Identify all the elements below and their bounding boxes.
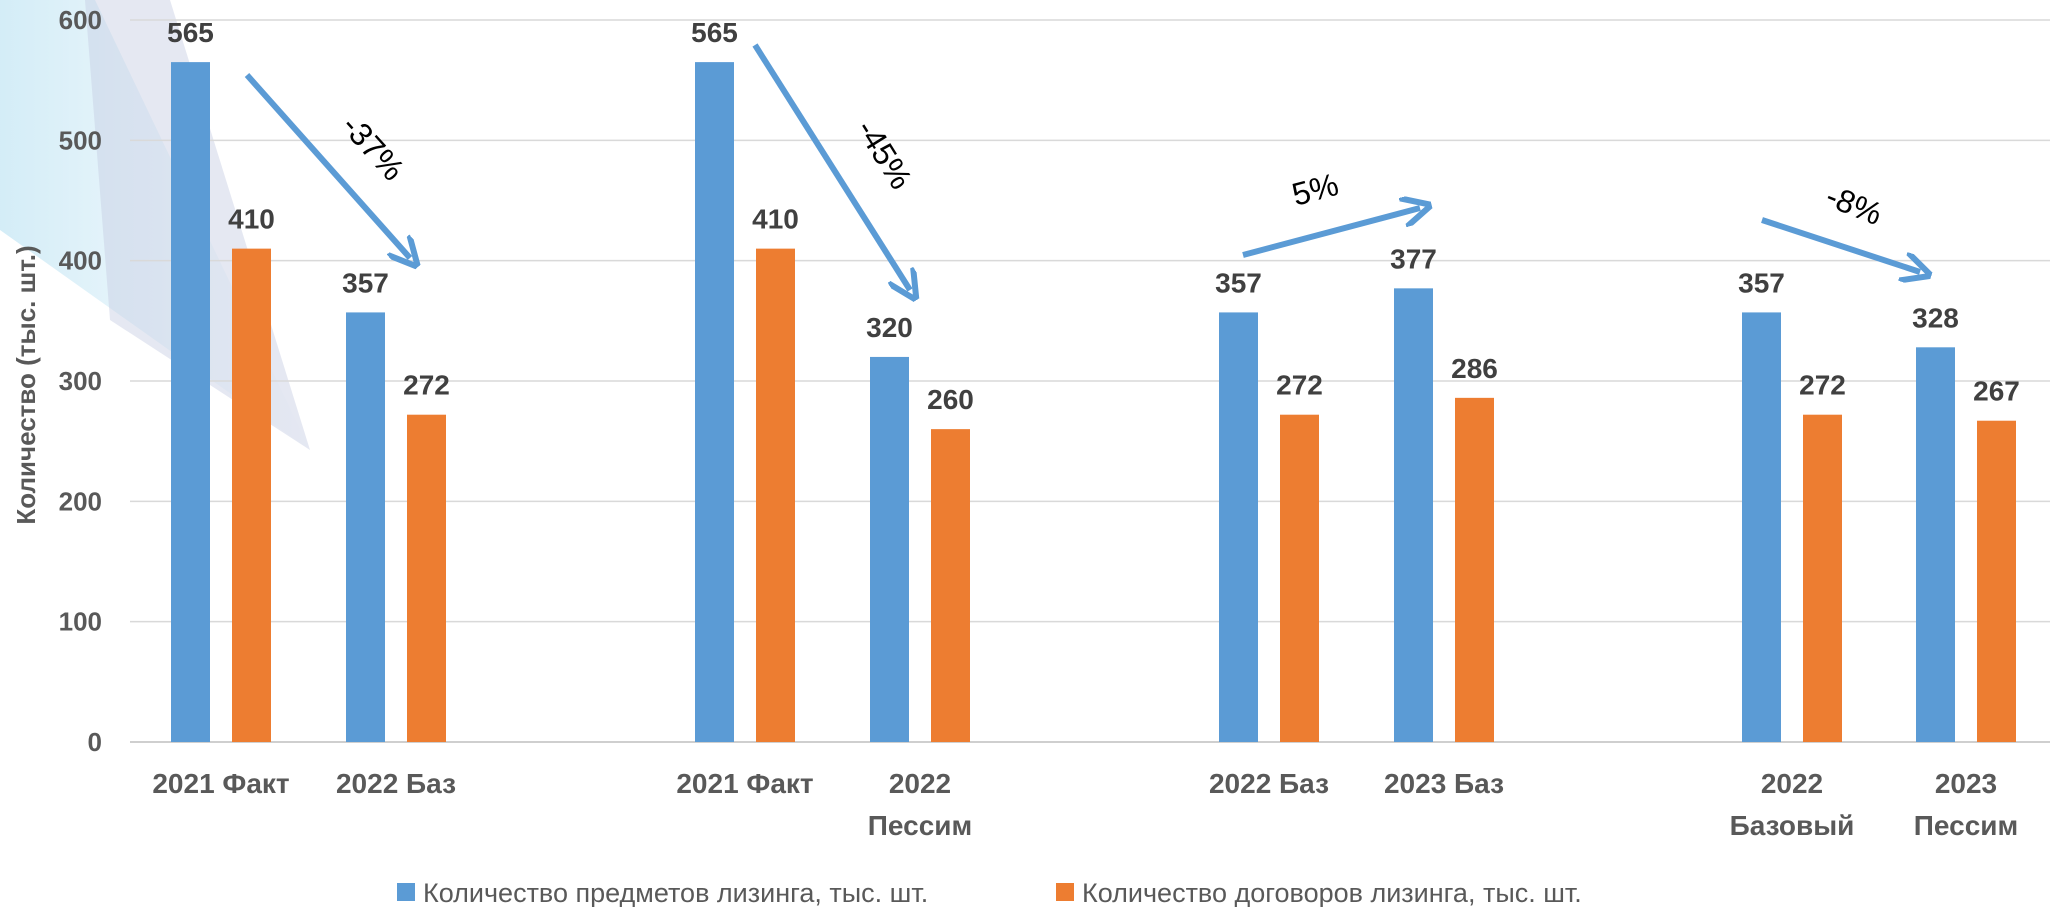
change-arrow [752, 43, 910, 290]
y-tick-label: 0 [88, 727, 102, 757]
change-arrow [244, 73, 410, 258]
bar-series-2 [1977, 420, 2016, 742]
data-label: 320 [866, 312, 913, 343]
y-axis-label: Количество (тыс. шт.) [11, 245, 41, 524]
bar-series-2 [407, 414, 446, 742]
data-label: 260 [927, 384, 974, 415]
data-label: 377 [1390, 243, 1437, 274]
bar-series-1 [1219, 312, 1258, 742]
legend-label-series-1: Количество предметов лизинга, тыс. шт. [423, 878, 928, 907]
y-tick-label: 400 [59, 246, 102, 276]
bar-series-2 [931, 429, 970, 742]
y-tick-label: 300 [59, 366, 102, 396]
bar-series-1 [870, 356, 909, 742]
bar-series-1 [695, 62, 734, 743]
category-label: 2023 [1935, 768, 1997, 799]
legend-swatch-series-1 [397, 883, 415, 901]
data-label: 357 [1215, 267, 1262, 298]
change-percent-label: -8% [1821, 177, 1887, 232]
category-label: Пессим [868, 810, 972, 841]
bar-series-2 [756, 248, 795, 742]
bar-series-1 [1742, 312, 1781, 742]
data-label: 565 [691, 17, 738, 48]
category-label: 2021 Факт [152, 768, 289, 799]
category-label: Пессим [1914, 810, 2018, 841]
bar-series-1 [1916, 347, 1955, 742]
bar-series-2 [1803, 414, 1842, 742]
data-label: 357 [342, 267, 389, 298]
grid-lines [130, 19, 2050, 743]
bar-series-1 [346, 312, 385, 742]
change-percent-label: -45% [849, 113, 919, 195]
x-axis-categories: 2021 Факт 2022 Баз 2021 Факт 2022 Пессим 2022… [152, 768, 2018, 841]
bar-series-1 [1394, 288, 1433, 742]
category-label: 2022 [1761, 768, 1823, 799]
data-label: 357 [1738, 267, 1785, 298]
bar-series-2 [1455, 397, 1494, 742]
category-label: 2023 Баз [1384, 768, 1504, 799]
bar-series-2 [232, 248, 271, 742]
category-label: 2022 Баз [1209, 768, 1329, 799]
change-percent-label: -37% [335, 108, 412, 188]
data-label: 565 [167, 17, 214, 48]
change-arrow [1242, 208, 1420, 258]
category-label: 2022 Баз [336, 768, 456, 799]
y-axis: 0 100 200 300 400 500 600 [59, 5, 102, 757]
data-labels: 565 410 357 272 565 410 320 260 357 272 377 286 357 2… [167, 17, 2020, 415]
data-label: 286 [1451, 353, 1498, 384]
data-label: 267 [1973, 376, 2020, 407]
bars [171, 62, 2016, 743]
bar-series-1 [171, 62, 210, 743]
change-annotations: -37% -45% 5% -8% [244, 43, 1920, 290]
category-label: 2022 [889, 768, 951, 799]
data-label: 328 [1912, 302, 1959, 333]
change-arrow [1761, 217, 1920, 272]
legend-swatch-series-2 [1056, 883, 1074, 901]
y-tick-label: 500 [59, 125, 102, 155]
data-label: 272 [403, 370, 450, 401]
change-percent-label: 5% [1288, 166, 1342, 213]
category-label: 2021 Факт [676, 768, 813, 799]
y-tick-label: 200 [59, 486, 102, 516]
legend: Количество предметов лизинга, тыс. шт. К… [397, 878, 1582, 907]
data-label: 410 [752, 204, 799, 235]
data-label: 272 [1276, 370, 1323, 401]
legend-label-series-2: Количество договоров лизинга, тыс. шт. [1082, 878, 1582, 907]
data-label: 410 [228, 204, 275, 235]
category-label: Базовый [1730, 810, 1855, 841]
y-tick-label: 600 [59, 5, 102, 35]
data-label: 272 [1799, 370, 1846, 401]
bar-series-2 [1280, 414, 1319, 742]
y-tick-label: 100 [59, 607, 102, 637]
